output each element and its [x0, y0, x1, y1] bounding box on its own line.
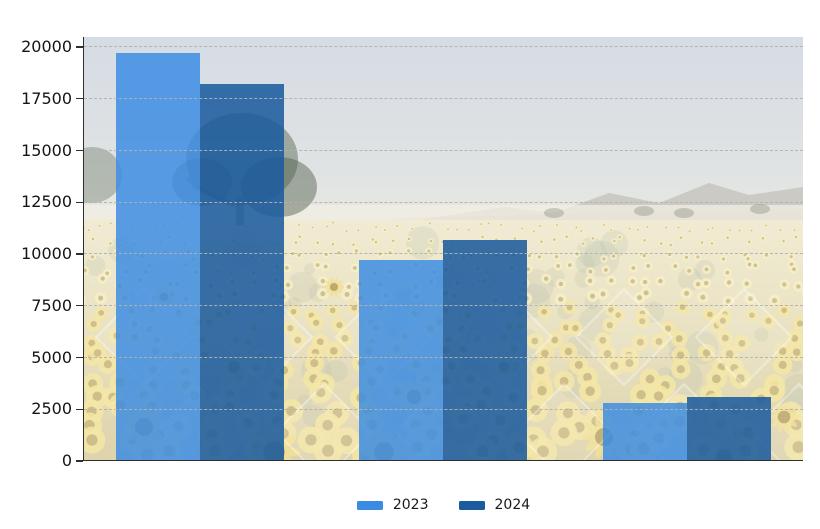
y-tick-mark: [76, 460, 83, 462]
y-tick-label: 12500: [21, 192, 72, 212]
legend-item-2023: 2023: [356, 497, 429, 513]
y-tick-label: 10000: [21, 244, 72, 263]
bar-2024-group3: [687, 396, 771, 461]
y-tick-label: 17500: [21, 88, 72, 108]
plot-area: [84, 37, 803, 461]
y-tick-mark: [76, 356, 83, 359]
y-tick-mark: [76, 98, 83, 100]
y-tick-mark: [76, 46, 83, 48]
y-tick-label: 5000: [31, 347, 72, 367]
y-tick-label: 7500: [31, 295, 72, 315]
bottom-axis-spine: [83, 459, 803, 462]
legend-swatch-2023: [356, 500, 383, 510]
legend-swatch-2024: [458, 500, 485, 510]
y-tick-mark: [76, 201, 83, 203]
bar-2024-group2: [443, 239, 527, 461]
y-tick-label: 20000: [21, 37, 72, 56]
y-tick-mark: [76, 408, 83, 410]
y-tick-mark: [76, 253, 83, 255]
legend-label: 2023: [392, 497, 429, 513]
y-tick-label: 15000: [21, 140, 72, 160]
bar-2024-group1: [200, 84, 284, 461]
bars-layer: [84, 37, 803, 461]
bar-2023-group3: [603, 403, 687, 461]
legend: 2023 2024: [84, 493, 803, 517]
bar-2023-group2: [359, 260, 443, 461]
bar-2023-group1: [116, 53, 200, 461]
y-tick-label: 2500: [31, 399, 72, 419]
y-tick-label: 0: [61, 451, 72, 470]
legend-label: 2024: [494, 497, 531, 513]
y-tick-mark: [76, 305, 83, 307]
left-axis-spine: [83, 37, 85, 461]
legend-item-2024: 2024: [458, 497, 531, 513]
y-tick-mark: [76, 149, 83, 152]
